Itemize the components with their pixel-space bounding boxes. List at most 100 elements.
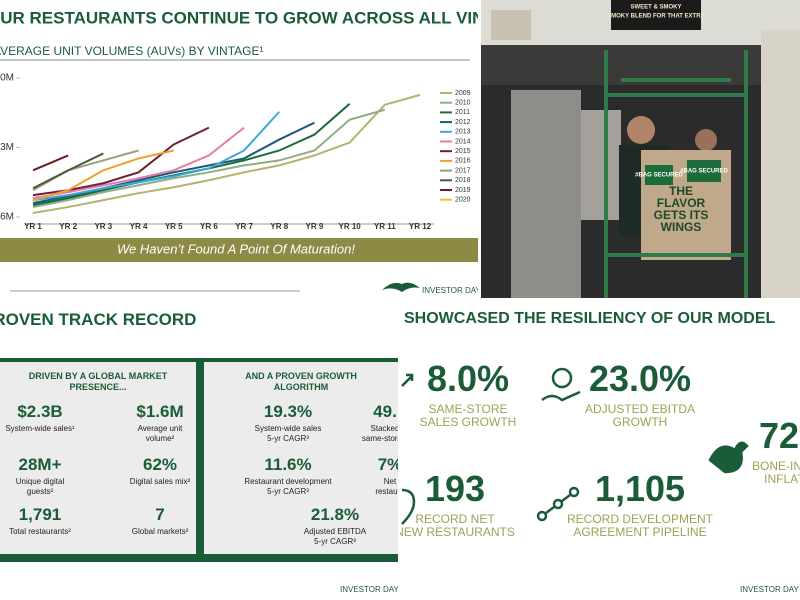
stat-value: $1.6M: [136, 402, 184, 421]
photo-drawing: SWEET & SMOKY SMOKY BLEND FOR THAT EXTRA…: [481, 0, 800, 298]
legend-label: 2012: [455, 119, 471, 126]
stat-value: 19.3%: [263, 402, 313, 421]
legend-label: 2013: [455, 129, 471, 136]
sticker: [645, 165, 673, 185]
column-header: PRESENCE...: [69, 382, 127, 392]
stat-value: 1,791: [18, 505, 62, 524]
metric-value: 193: [424, 468, 486, 509]
legend-label: 2009: [455, 90, 471, 97]
menu-item: [491, 10, 531, 40]
bag-text: WINGS: [661, 220, 702, 234]
series-line: [32, 108, 386, 209]
stat-label: Average unit: [137, 424, 183, 433]
stat-value: 7: [155, 505, 165, 524]
x-tick-label: YR 6: [200, 222, 218, 231]
x-tick-label: YR 2: [59, 222, 77, 231]
x-tick-label: YR 10: [339, 222, 362, 231]
chart: OUR RESTAURANTS CONTINUE TO GROW ACROSS …: [0, 8, 478, 295]
sticker-text: #BAG SECURED: [635, 173, 683, 179]
stat-value: 7%: [377, 455, 398, 474]
series-line: [32, 154, 69, 172]
x-tick-label: YR 12: [409, 222, 432, 231]
metric-label: RECORD NET: [415, 512, 495, 526]
x-tick-label: YR 8: [270, 222, 288, 231]
stat-value: 49.: [373, 402, 397, 421]
series-line: [32, 152, 104, 190]
legend-label: 2015: [455, 148, 471, 155]
icons: [401, 367, 749, 525]
stat-label: System-wide sales¹: [5, 424, 75, 433]
bag-text: GETS ITS: [654, 208, 709, 222]
worker: [695, 129, 717, 151]
stat-label: System-wide sales: [254, 424, 322, 433]
slide-title: PROVEN TRACK RECORD: [0, 310, 197, 329]
legend-label: 2017: [455, 167, 471, 174]
banner: [0, 238, 478, 262]
column-header: ALGORITHM: [273, 382, 329, 392]
x-tick-label: YR 9: [306, 222, 324, 231]
x-tick-label: YR 7: [235, 222, 253, 231]
metric-value: 72%: [758, 415, 800, 456]
stat-label: Total restaurants²: [9, 527, 71, 536]
legend-label: 2010: [455, 100, 471, 107]
x-tick-label: YR 1: [24, 222, 42, 231]
stat-label: same-store s: [361, 434, 398, 443]
stat-label: Adjusted EBITDA: [303, 527, 367, 536]
logo-text: INVESTOR DAY 2022: [740, 585, 800, 594]
y-tick-label: $0.6M: [0, 212, 14, 223]
column-header: AND A PROVEN GROWTH: [245, 371, 357, 381]
legend-label: 2011: [455, 109, 470, 116]
stat-label: Global markets²: [131, 527, 189, 536]
stat-label: volume²: [145, 434, 175, 443]
x-tick-label: YR 11: [374, 222, 396, 231]
stat-label: Stacked: [370, 424, 398, 433]
wall: [581, 110, 621, 220]
worker: [627, 116, 655, 144]
resiliency-slide: SHOWCASED THE RESILIENCY OF OUR MODEL 8.…: [400, 300, 800, 600]
chart-title: AVERAGE UNIT VOLUMES (AUVs) BY VINTAGE¹: [0, 44, 264, 58]
stat-label: Digital sales mix²: [129, 477, 191, 486]
column-header: DRIVEN BY A GLOBAL MARKET: [28, 371, 168, 381]
top-bar: [0, 358, 398, 362]
bag-text: FLAVOR: [657, 196, 706, 210]
legend-label: 2020: [455, 197, 471, 204]
fridge: [511, 90, 581, 298]
metric-label: BONE-IN WING: [752, 459, 800, 473]
metric-label: INFLATION: [764, 472, 800, 486]
sticker-text: #BAG SECURED: [680, 169, 728, 175]
banner-text: We Haven’t Found A Point Of Maturation!: [117, 241, 355, 256]
x-tick-label: YR 5: [165, 222, 183, 231]
menu-text: SWEET & SMOKY: [630, 5, 681, 11]
menu-text: SMOKY BLEND FOR THAT EXTRA: [607, 14, 705, 20]
slide-title: OUR RESTAURANTS CONTINUE TO GROW ACROSS …: [0, 8, 478, 27]
stat-value: 28M+: [18, 455, 62, 474]
metric-label: ADJUSTED EBITDA: [584, 402, 695, 416]
sticker: [687, 160, 721, 182]
wall-right: [761, 30, 800, 298]
stat-label: 5-yr CAGR³: [314, 537, 356, 546]
series-line: [32, 149, 174, 202]
logo-wings: [382, 282, 420, 292]
bottom-bar: [0, 554, 398, 562]
metric-value: 23.0%: [588, 358, 692, 399]
logo-text: INVESTOR DAY 2022: [340, 585, 398, 594]
legend-label: 2016: [455, 158, 471, 165]
track-record-slide: PROVEN TRACK RECORD DRIVEN BY A GLOBAL M…: [0, 300, 398, 600]
stat-value: 62%: [142, 455, 178, 474]
stat-label: Unique digital: [15, 477, 65, 486]
x-tick-label: YR 4: [130, 222, 148, 231]
metric-label: RECORD DEVELOPMENT: [566, 512, 714, 526]
metric-label: NEW RESTAURANTS: [400, 525, 515, 539]
metric-label: SALES GROWTH: [419, 415, 517, 429]
metric-label: AGREEMENT PIPELINE: [573, 525, 707, 539]
stat-label: Restaurant development: [244, 477, 332, 486]
y-tick-label: $1.3M: [0, 142, 14, 153]
metric-value: 8.0%: [426, 358, 510, 399]
slide-title: SHOWCASED THE RESILIENCY OF OUR MODEL: [404, 310, 776, 327]
logo-text: INVESTOR DAY 2022: [422, 286, 478, 295]
stat-label: 5-yr CAGR³: [267, 434, 309, 443]
metric-value: 1,105: [594, 468, 686, 509]
chart-slide: OUR RESTAURANTS CONTINUE TO GROW ACROSS …: [0, 0, 478, 298]
stat-label: 5-yr CAGR³: [267, 487, 309, 496]
stat-value: 21.8%: [310, 505, 360, 524]
